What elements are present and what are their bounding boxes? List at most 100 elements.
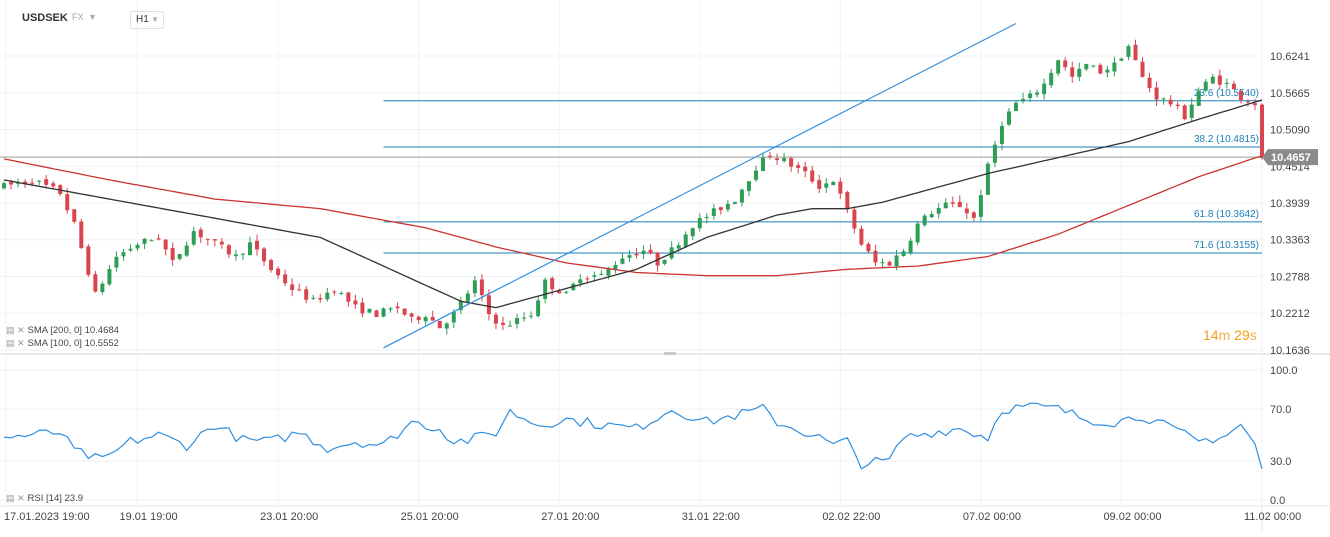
- pane-resize-handle[interactable]: [664, 352, 676, 355]
- candle-bullish[interactable]: [529, 315, 534, 317]
- candle-bullish[interactable]: [999, 125, 1004, 144]
- candle-bullish[interactable]: [37, 180, 42, 182]
- candle-bullish[interactable]: [184, 245, 189, 256]
- candle-bullish[interactable]: [142, 238, 147, 244]
- candle-bullish[interactable]: [16, 182, 21, 184]
- candle-bearish[interactable]: [346, 292, 351, 302]
- indicator-settings-icon[interactable]: ▤ ✕: [6, 325, 25, 335]
- candle-bearish[interactable]: [290, 284, 295, 290]
- candle-bearish[interactable]: [1260, 104, 1264, 158]
- candle-bullish[interactable]: [936, 208, 941, 214]
- candle-bullish[interactable]: [191, 231, 196, 245]
- candle-bullish[interactable]: [978, 195, 983, 217]
- candle-bearish[interactable]: [493, 314, 498, 324]
- candle-bullish[interactable]: [711, 208, 716, 216]
- candle-bullish[interactable]: [746, 181, 751, 192]
- candle-bullish[interactable]: [325, 292, 330, 300]
- candle-bullish[interactable]: [465, 293, 470, 302]
- legend-sma200[interactable]: ▤ ✕ SMA [200, 0] 10.4684: [6, 325, 119, 336]
- candle-bullish[interactable]: [1203, 81, 1208, 91]
- candle-bearish[interactable]: [23, 181, 28, 184]
- candle-bearish[interactable]: [1182, 105, 1187, 120]
- candle-bullish[interactable]: [381, 308, 386, 317]
- candle-bearish[interactable]: [768, 155, 773, 157]
- candle-bearish[interactable]: [156, 238, 161, 240]
- candle-bullish[interactable]: [676, 245, 681, 249]
- candle-bullish[interactable]: [1091, 65, 1096, 67]
- candle-bearish[interactable]: [297, 289, 302, 291]
- candle-bearish[interactable]: [1217, 75, 1222, 85]
- candle-bullish[interactable]: [1126, 46, 1131, 57]
- candle-bearish[interactable]: [500, 322, 505, 325]
- candle-bullish[interactable]: [1105, 69, 1110, 73]
- candle-bullish[interactable]: [128, 248, 133, 251]
- symbol-label[interactable]: USDSEK: [22, 12, 68, 24]
- candle-bullish[interactable]: [472, 280, 477, 294]
- candle-bearish[interactable]: [1168, 99, 1173, 105]
- candle-bullish[interactable]: [1161, 98, 1166, 100]
- candle-bearish[interactable]: [65, 194, 70, 211]
- candle-bullish[interactable]: [725, 203, 730, 210]
- candle-bullish[interactable]: [627, 255, 632, 258]
- candle-bearish[interactable]: [1231, 83, 1236, 90]
- candle-bullish[interactable]: [620, 258, 625, 264]
- candle-bearish[interactable]: [163, 239, 168, 250]
- candle-bearish[interactable]: [810, 170, 815, 182]
- candle-bearish[interactable]: [276, 268, 281, 276]
- timeframe-select[interactable]: H1 ▼: [130, 11, 164, 29]
- candle-bullish[interactable]: [1189, 104, 1194, 118]
- candle-bearish[interactable]: [51, 183, 56, 187]
- trendline[interactable]: [383, 22, 1017, 349]
- candle-bearish[interactable]: [817, 180, 822, 189]
- candle-bullish[interactable]: [536, 300, 541, 317]
- candle-bullish[interactable]: [311, 297, 316, 299]
- candle-bearish[interactable]: [318, 298, 323, 300]
- candle-bearish[interactable]: [219, 241, 224, 245]
- candle-bullish[interactable]: [992, 144, 997, 163]
- candle-bullish[interactable]: [578, 279, 583, 284]
- candle-bullish[interactable]: [451, 311, 456, 323]
- candle-bullish[interactable]: [2, 183, 6, 189]
- candle-bearish[interactable]: [866, 243, 871, 252]
- candle-bullish[interactable]: [423, 317, 428, 322]
- candle-bearish[interactable]: [283, 274, 288, 284]
- candle-bearish[interactable]: [950, 202, 955, 204]
- candle-bullish[interactable]: [100, 283, 105, 292]
- candle-bearish[interactable]: [304, 289, 309, 300]
- candle-bullish[interactable]: [149, 240, 154, 242]
- candle-bullish[interactable]: [367, 308, 372, 313]
- candle-bearish[interactable]: [1133, 44, 1138, 61]
- candle-bullish[interactable]: [592, 275, 597, 277]
- candle-bearish[interactable]: [409, 313, 414, 317]
- candle-bearish[interactable]: [585, 278, 590, 280]
- candle-bullish[interactable]: [522, 317, 527, 319]
- candle-bearish[interactable]: [887, 261, 892, 266]
- candle-bearish[interactable]: [1140, 61, 1145, 77]
- candle-bullish[interactable]: [339, 293, 344, 295]
- candle-bullish[interactable]: [662, 259, 667, 264]
- candle-bearish[interactable]: [1154, 87, 1159, 100]
- candle-bearish[interactable]: [360, 302, 365, 314]
- candle-bearish[interactable]: [1098, 64, 1103, 74]
- legend-rsi[interactable]: ▤ ✕ RSI [14] 23.9: [6, 493, 83, 504]
- legend-sma100[interactable]: ▤ ✕ SMA [100, 0] 10.5552: [6, 338, 119, 349]
- candle-bearish[interactable]: [634, 253, 639, 256]
- candle-bearish[interactable]: [30, 182, 35, 184]
- candle-bullish[interactable]: [739, 189, 744, 203]
- candle-bearish[interactable]: [437, 320, 442, 329]
- candle-bullish[interactable]: [240, 253, 245, 255]
- candle-bearish[interactable]: [170, 247, 175, 260]
- candle-bearish[interactable]: [262, 248, 267, 262]
- candle-bullish[interactable]: [508, 325, 513, 327]
- candle-bullish[interactable]: [880, 262, 885, 264]
- candle-bullish[interactable]: [444, 323, 449, 329]
- candle-bullish[interactable]: [732, 201, 737, 204]
- candle-bullish[interactable]: [564, 291, 569, 293]
- candle-bullish[interactable]: [753, 170, 758, 180]
- candle-bearish[interactable]: [775, 158, 780, 161]
- candle-bullish[interactable]: [697, 217, 702, 229]
- candle-bearish[interactable]: [72, 209, 77, 222]
- symbol-dropdown-icon[interactable]: ▼: [88, 12, 97, 22]
- candle-bearish[interactable]: [269, 259, 274, 271]
- candle-bullish[interactable]: [599, 273, 604, 275]
